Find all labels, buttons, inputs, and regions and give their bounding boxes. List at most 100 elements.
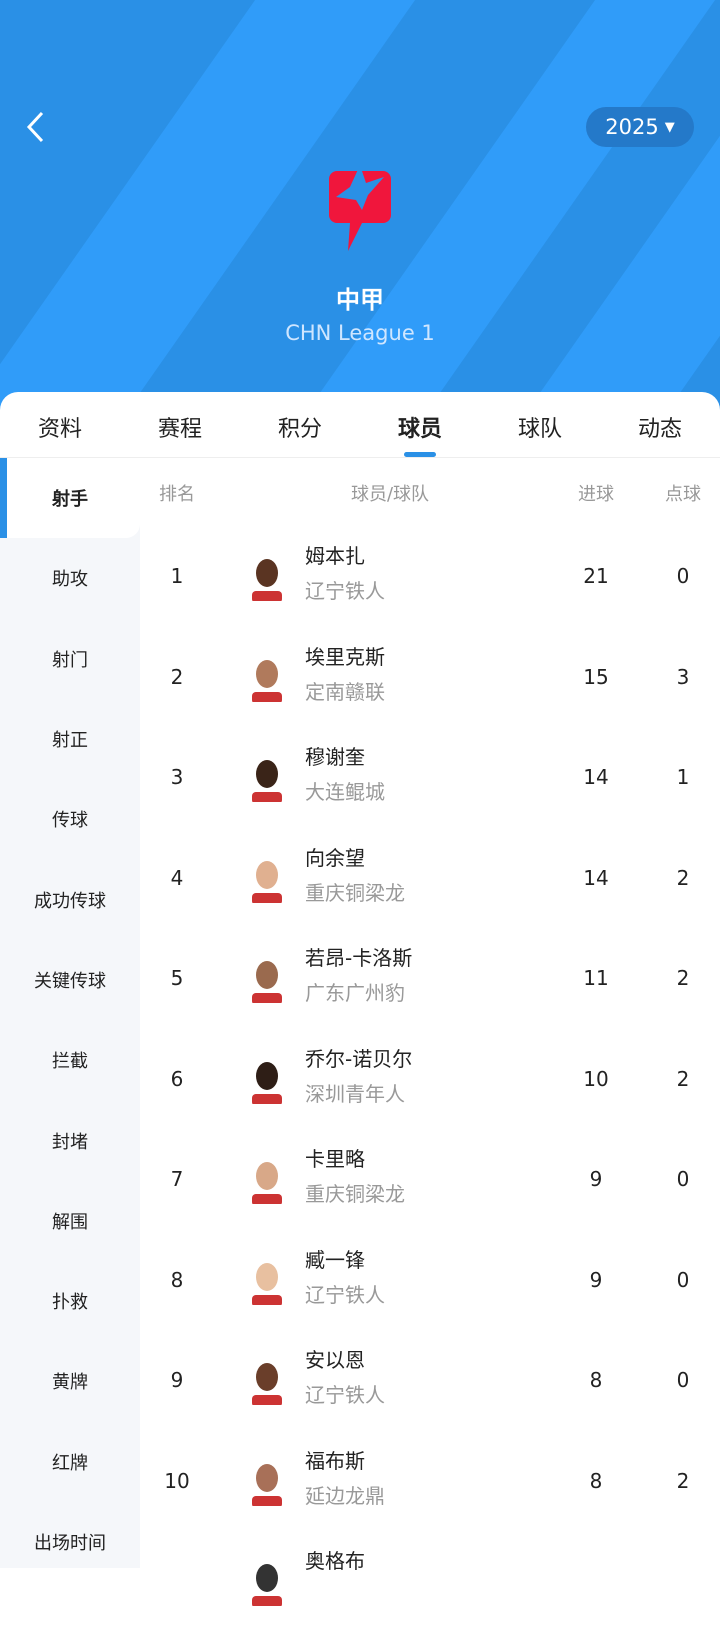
avatar — [242, 953, 292, 1003]
rank: 10 — [164, 1468, 190, 1493]
avatar — [242, 551, 292, 601]
sidebar-item[interactable]: 扑救 — [52, 1292, 88, 1314]
penalties: 2 — [676, 1066, 690, 1091]
penalties: 2 — [676, 1468, 690, 1493]
season-dropdown[interactable]: 2025 ▼ — [586, 107, 694, 147]
team-name: 辽宁铁人 — [305, 1383, 385, 1407]
player-name: 卡里略 — [305, 1147, 365, 1171]
player-name: 向余望 — [305, 845, 365, 870]
player-name: 乔尔-诺贝尔 — [305, 1046, 413, 1071]
rank: 9 — [170, 1368, 184, 1392]
player-name: 安以恩 — [305, 1348, 365, 1372]
avatar — [242, 1054, 292, 1104]
league-subtitle: CHN League 1 — [285, 321, 435, 345]
avatar — [242, 1456, 292, 1506]
penalties: 2 — [676, 865, 690, 890]
goals: 9 — [589, 1167, 603, 1191]
team-name: 延边龙鼎 — [305, 1483, 385, 1508]
goals: 8 — [589, 1468, 603, 1493]
rank: 7 — [170, 1167, 184, 1191]
table-row[interactable]: 7 卡里略 重庆铜梁龙 9 0 — [140, 1129, 720, 1229]
avatar — [242, 853, 292, 903]
sidebar-item[interactable]: 出场时间 — [34, 1533, 106, 1554]
team-name: 重庆铜梁龙 — [305, 880, 405, 905]
rank: 2 — [170, 664, 184, 689]
goals: 14 — [583, 765, 609, 789]
sidebar-item[interactable]: 射手 — [0, 458, 140, 539]
table-row[interactable]: 2 埃里克斯 定南赣联 15 3 — [140, 627, 720, 727]
sidebar-item[interactable]: 关键传球 — [34, 970, 106, 992]
team-name: 大连鲲城 — [305, 780, 385, 804]
tab-1[interactable]: 赛程 — [157, 417, 202, 442]
avatar — [242, 1355, 292, 1405]
penalties: 0 — [676, 1267, 690, 1292]
penalties: 1 — [676, 765, 690, 789]
goals: 9 — [589, 1267, 603, 1292]
avatar — [242, 1154, 292, 1204]
table-row[interactable]: 3 穆谢奎 大连鲲城 14 1 — [140, 727, 720, 827]
sidebar-item[interactable]: 封堵 — [52, 1131, 88, 1153]
goals: 10 — [583, 1066, 609, 1091]
team-name: 深圳青年人 — [305, 1081, 405, 1106]
back-button[interactable] — [24, 110, 54, 144]
rank: 8 — [170, 1267, 184, 1292]
avatar — [242, 1255, 292, 1305]
table-row[interactable]: 6 乔尔-诺贝尔 深圳青年人 10 2 — [140, 1029, 720, 1129]
avatar — [242, 1556, 292, 1606]
rank: 6 — [170, 1066, 184, 1091]
avatar — [242, 652, 292, 702]
player-name: 福布斯 — [305, 1448, 365, 1473]
goals: 15 — [583, 664, 609, 689]
tab-0[interactable]: 资料 — [37, 417, 82, 442]
penalties: 0 — [676, 1368, 690, 1392]
player-name: 姆本扎 — [305, 544, 365, 568]
table-row[interactable]: 4 向余望 重庆铜梁龙 14 2 — [140, 828, 720, 928]
sidebar-item[interactable]: 成功传球 — [34, 890, 106, 912]
table-row[interactable]: 5 若昂-卡洛斯 广东广州豹 11 2 — [140, 928, 720, 1028]
penalties: 2 — [676, 966, 690, 990]
caret-down-icon: ▼ — [664, 119, 675, 135]
player-name: 穆谢奎 — [305, 745, 365, 769]
table-row[interactable]: 8 臧一锋 辽宁铁人 9 0 — [140, 1230, 720, 1330]
player-name: 埃里克斯 — [305, 644, 385, 669]
content-panel: 资料 赛程 积分 球员 球队 动态 射手助攻射门射正传球成功传球关键传球拦截封堵解围扑救黄… — [0, 392, 720, 1606]
sidebar-item[interactable]: 红牌 — [52, 1452, 88, 1474]
goals: 14 — [583, 865, 609, 890]
player-name: 若昂-卡洛斯 — [305, 946, 413, 970]
table-row[interactable]: 奥格布 — [140, 1531, 720, 1631]
avatar — [242, 752, 292, 802]
rank: 1 — [170, 564, 184, 588]
header-rank: 排名 — [159, 484, 195, 505]
team-name: 广东广州豹 — [305, 981, 405, 1005]
league-logo — [329, 165, 391, 251]
table-row[interactable]: 1 姆本扎 辽宁铁人 21 0 — [140, 526, 720, 626]
chevron-left-icon — [26, 111, 44, 143]
sidebar-item[interactable]: 助攻 — [52, 569, 88, 591]
rank: 3 — [170, 765, 184, 789]
sidebar-item[interactable]: 拦截 — [52, 1051, 88, 1073]
sidebar-item[interactable]: 解围 — [52, 1211, 88, 1233]
goals: 8 — [589, 1368, 603, 1392]
team-name: 辽宁铁人 — [305, 1282, 385, 1307]
team-name: 辽宁铁人 — [305, 579, 385, 603]
tab-bar: 资料 赛程 积分 球员 球队 动态 — [0, 392, 720, 458]
table-row[interactable]: 9 安以恩 辽宁铁人 8 0 — [140, 1330, 720, 1430]
season-value: 2025 — [605, 115, 659, 139]
table-row[interactable]: 10 福布斯 延边龙鼎 8 2 — [140, 1431, 720, 1531]
header-penalties: 点球 — [665, 484, 701, 505]
header-player: 球员/球队 — [350, 484, 430, 505]
rank: 5 — [170, 966, 184, 990]
header-goals: 进球 — [578, 484, 614, 505]
sidebar-item[interactable]: 传球 — [52, 810, 88, 832]
tab-5[interactable]: 动态 — [637, 417, 682, 442]
stat-sidebar: 射手助攻射门射正传球成功传球关键传球拦截封堵解围扑救黄牌红牌出场时间 — [0, 458, 140, 1568]
sidebar-item[interactable]: 黄牌 — [52, 1372, 88, 1394]
sidebar-item[interactable]: 射正 — [52, 730, 88, 752]
sidebar-item[interactable]: 射门 — [52, 649, 88, 671]
tab-3[interactable]: 球员 — [360, 392, 480, 457]
goals: 21 — [583, 564, 609, 588]
tab-4[interactable]: 球队 — [517, 417, 562, 442]
goals: 11 — [583, 966, 609, 990]
tab-2[interactable]: 积分 — [277, 417, 322, 442]
team-name: 定南赣联 — [305, 679, 385, 704]
